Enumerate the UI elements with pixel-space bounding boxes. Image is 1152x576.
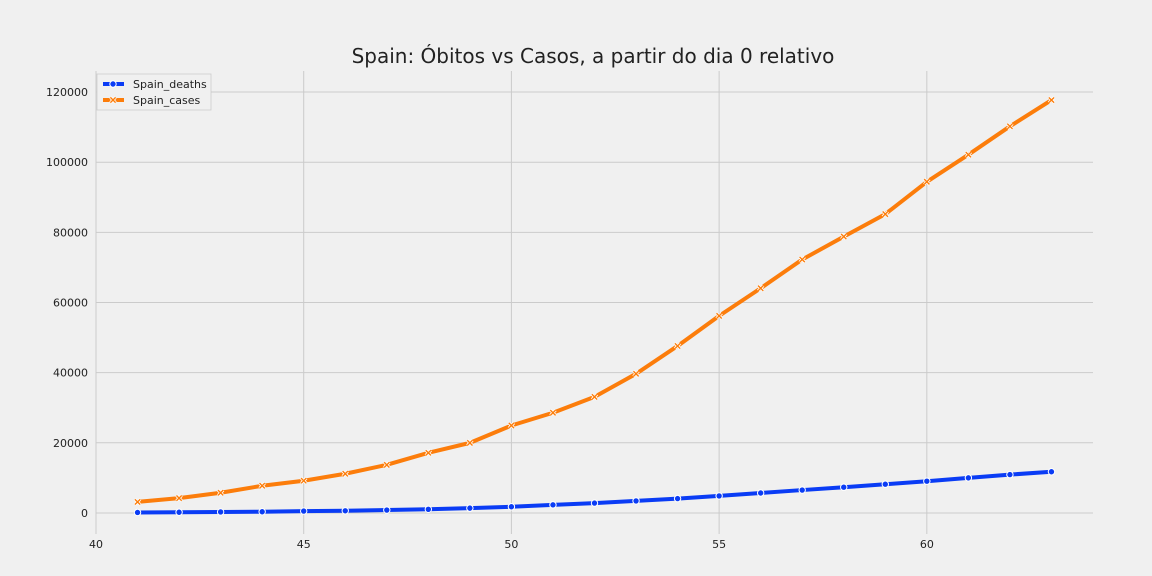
chart-title: Spain: Óbitos vs Casos, a partir do dia … (352, 44, 835, 68)
y-tick-label: 20000 (53, 437, 88, 450)
data-point-Spain_cases (964, 151, 973, 159)
legend: Spain_deaths Spain_cases (96, 73, 212, 111)
y-tick-label: 80000 (53, 226, 88, 239)
legend-x-marker (109, 96, 117, 104)
data-point-Spain_cases (757, 284, 765, 292)
data-point-Spain_deaths (341, 507, 349, 515)
axes: 0 20000 40000 60000 80000 100000 120000 40 45 50 5… (46, 86, 934, 551)
legend-label-cases: Spain_cases (133, 94, 201, 107)
data-point-Spain_cases (673, 342, 682, 350)
x-tick-label: 50 (504, 538, 518, 551)
x-tick-label: 45 (297, 538, 311, 551)
data-point-Spain_deaths (715, 492, 723, 500)
series-Spain_cases (133, 96, 1056, 506)
data-point-Spain_cases (258, 482, 266, 490)
data-point-Spain_cases (923, 178, 931, 186)
data-point-Spain_cases (466, 439, 474, 447)
x-tick-label: 60 (920, 538, 934, 551)
data-point-Spain_deaths (383, 506, 391, 514)
data-point-Spain_cases (424, 449, 432, 457)
data-point-Spain_deaths (1006, 470, 1014, 479)
data-point-Spain_deaths (424, 505, 433, 513)
x-tick-label: 55 (712, 538, 726, 551)
y-tick-label: 0 (81, 507, 88, 520)
data-point-Spain_deaths (632, 497, 640, 505)
data-point-Spain_cases (175, 494, 183, 502)
data-point-Spain_cases (216, 489, 225, 497)
data-point-Spain_deaths (466, 504, 474, 512)
legend-marker-cases (109, 96, 117, 104)
data-point-Spain_deaths (798, 486, 806, 494)
data-point-Spain_deaths (756, 489, 765, 497)
legend-marker-deaths (109, 80, 117, 88)
y-tick-label: 40000 (53, 367, 88, 380)
data-point-Spain_deaths (881, 480, 889, 488)
legend-entry-cases: Spain_cases (103, 94, 201, 107)
data-point-Spain_cases (383, 461, 391, 469)
data-point-Spain_deaths (590, 499, 599, 507)
data-point-Spain_deaths (964, 474, 973, 482)
data-point-Spain_deaths (258, 508, 266, 516)
data-point-Spain_cases (798, 255, 806, 264)
data-point-Spain_cases (549, 409, 557, 417)
data-point-Spain_cases (341, 470, 349, 478)
data-point-Spain_cases (300, 477, 308, 485)
grid (95, 71, 1093, 534)
data-point-Spain_deaths (300, 507, 308, 515)
data-point-Spain_cases (840, 232, 848, 241)
series-Spain_deaths (133, 468, 1056, 517)
data-point-Spain_deaths (923, 477, 931, 485)
data-point-Spain_deaths (1047, 468, 1056, 476)
data-point-Spain_deaths (673, 494, 682, 503)
data-point-Spain_deaths (175, 508, 183, 516)
y-tick-label: 120000 (46, 86, 88, 99)
data-point-Spain_deaths (507, 503, 516, 511)
data-point-Spain_cases (133, 498, 142, 506)
legend-entry-deaths: Spain_deaths (103, 78, 207, 91)
data-point-Spain_cases (590, 393, 599, 401)
series (133, 96, 1056, 517)
legend-label-deaths: Spain_deaths (133, 78, 207, 91)
y-tick-label: 100000 (46, 156, 88, 169)
y-tick-label: 60000 (53, 297, 88, 310)
data-point-Spain_deaths (840, 483, 848, 491)
data-point-Spain_cases (632, 370, 640, 378)
data-point-Spain_deaths (133, 508, 142, 517)
data-point-Spain_deaths (216, 508, 225, 516)
data-point-Spain_cases (507, 421, 516, 430)
data-point-Spain_cases (881, 210, 889, 218)
data-point-Spain_cases (1006, 122, 1014, 130)
x-tick-label: 40 (89, 538, 103, 551)
data-point-Spain_deaths (549, 501, 557, 509)
data-point-Spain_cases (1047, 96, 1056, 104)
data-point-Spain_cases (715, 312, 723, 320)
legend-box (96, 73, 212, 111)
